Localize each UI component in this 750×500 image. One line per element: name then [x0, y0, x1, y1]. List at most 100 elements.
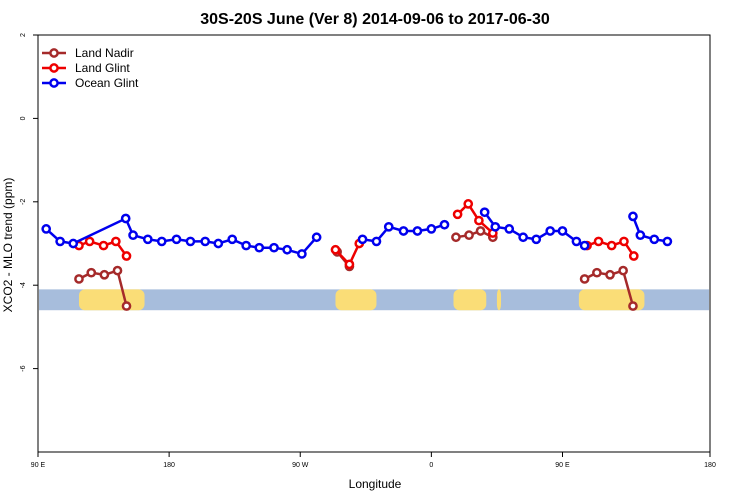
ocean-glint-point [185, 236, 196, 247]
legend-item-land-glint: Land Glint [42, 61, 130, 75]
ocean-glint-point [357, 234, 368, 245]
map-band [39, 289, 709, 311]
y-axis-label: XCO2 - MLO trend (ppm) [1, 178, 15, 313]
x-tick-label: 0 [429, 462, 433, 469]
ocean-glint-point [156, 236, 167, 247]
series-ocean-glint [41, 207, 673, 259]
land-glint-point [628, 251, 639, 261]
ocean-glint-point [426, 224, 437, 234]
land-nadir-point [99, 269, 110, 280]
legend-swatch-marker [49, 63, 59, 73]
y-tick-label: 0 [20, 116, 27, 120]
ocean-glint-point [254, 242, 265, 253]
ocean-glint-point [142, 234, 153, 245]
legend-swatch-marker [49, 48, 59, 58]
x-tick-label: 90 E [31, 462, 46, 469]
ocean-glint-point [41, 224, 52, 234]
ocean-glint-point [439, 219, 450, 230]
land-nadir-point [605, 269, 615, 280]
land-glint-point [619, 236, 629, 247]
land-glint-line [456, 201, 494, 235]
ocean-glint-point [504, 224, 515, 234]
land-nadir-point [121, 301, 132, 311]
ocean-glint-point [579, 240, 590, 251]
land-mass [496, 289, 502, 311]
ocean-glint-point [241, 240, 252, 251]
legend-label: Ocean Glint [75, 76, 139, 90]
land-glint-point [330, 244, 341, 255]
legend-label: Land Glint [75, 61, 130, 75]
ocean-glint-point [398, 226, 409, 236]
legend-label: Land Nadir [75, 46, 134, 60]
legend-item-ocean-glint: Ocean Glint [42, 76, 139, 90]
ocean-glint-point [490, 221, 501, 232]
land-mass [453, 289, 487, 311]
chart-title: 30S-20S June (Ver 8) 2014-09-06 to 2017-… [200, 11, 550, 28]
ocean-glint-point [531, 234, 542, 245]
land-glint-point [593, 236, 604, 247]
x-tick-label: 90 W [292, 462, 309, 469]
ocean-glint-point [571, 236, 582, 247]
land-glint-point [121, 251, 132, 261]
y-tick-label: -4 [20, 282, 27, 288]
ocean-glint-point [68, 238, 79, 249]
legend-item-land-nadir: Land Nadir [42, 46, 134, 60]
x-tick-label: 180 [163, 462, 175, 469]
ocean-glint-point [412, 226, 423, 236]
axis-ticks: 90 E 180 90 W 0 90 E 180 2 0 -2 -4 -6 [20, 33, 716, 469]
ocean-glint-point [518, 232, 529, 243]
ocean-glint-point [120, 213, 131, 224]
ocean-glint-point [557, 226, 568, 236]
ocean-glint-point [227, 234, 238, 245]
ocean-glint-point [55, 236, 65, 247]
land-nadir-point [475, 226, 486, 236]
land-glint-point [98, 240, 109, 251]
series-layer [41, 199, 673, 311]
land-glint-point [452, 209, 463, 220]
land-glint-point [344, 259, 355, 270]
ocean-glint-point [545, 226, 556, 236]
y-tick-label: -2 [20, 199, 27, 205]
land-glint-point [606, 240, 617, 251]
x-axis-label: Longitude [349, 477, 402, 491]
land-nadir-point [451, 232, 461, 243]
y-tick-label: 2 [20, 33, 27, 37]
land-nadir-point [618, 265, 628, 276]
ocean-glint-point [628, 211, 638, 222]
ocean-glint-point [371, 236, 382, 247]
ocean-glint-point [128, 230, 138, 241]
land-mass [335, 289, 377, 311]
ocean-glint-point [269, 242, 279, 253]
land-mass [78, 289, 145, 311]
land-nadir-point [628, 301, 638, 311]
land-nadir-point [74, 274, 84, 284]
land-mass [578, 289, 645, 311]
ocean-glint-line [631, 215, 668, 243]
land-glint-point [474, 215, 484, 226]
land-nadir-point [464, 230, 474, 241]
ocean-glint-point [662, 236, 673, 247]
ocean-glint-point [297, 249, 307, 259]
ocean-glint-point [635, 230, 646, 241]
ocean-glint-point [171, 234, 182, 245]
ocean-glint-point [311, 232, 322, 243]
legend-swatch-marker [49, 78, 59, 88]
ocean-glint-point [213, 238, 224, 249]
x-tick-label: 90 E [555, 462, 570, 469]
y-tick-label: -6 [20, 365, 27, 371]
plot-frame [37, 34, 711, 453]
ocean-glint-point [383, 221, 394, 232]
land-glint-point [84, 236, 95, 247]
x-tick-label: 180 [704, 462, 716, 469]
land-glint-point [463, 199, 474, 209]
ocean-glint-point [282, 244, 292, 255]
ocean-glint-point [649, 234, 660, 245]
land-glint-point [111, 236, 121, 247]
ocean-glint-point [479, 207, 490, 218]
land-nadir-point [592, 267, 602, 278]
land-nadir-point [86, 267, 97, 278]
land-nadir-point [112, 265, 123, 276]
land-nadir-line [455, 229, 494, 239]
